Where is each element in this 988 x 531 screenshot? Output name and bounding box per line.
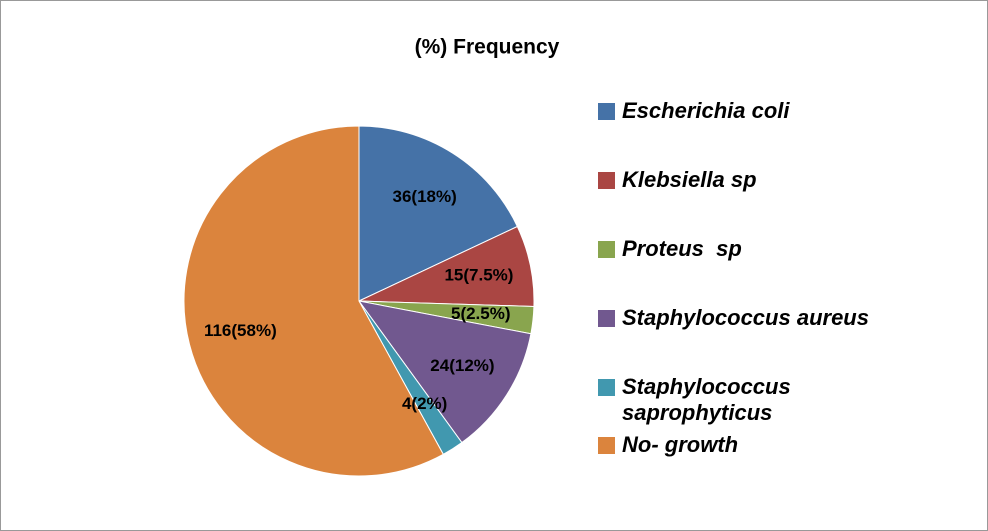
pie-slice: [357, 300, 532, 444]
legend-swatch: [598, 310, 615, 327]
data-label: 5(2.5%): [451, 304, 511, 323]
legend-item: No- growth: [598, 432, 928, 458]
legend-swatch: [598, 241, 615, 258]
pie-slice: [183, 125, 444, 477]
chart-title: (%) Frequency: [415, 36, 560, 59]
legend-item: Proteus sp: [598, 236, 928, 262]
legend-item: Klebsiella sp: [598, 167, 928, 193]
legend-swatch: [598, 437, 615, 454]
pie-slice: [358, 125, 519, 302]
legend-item: Escherichia coli: [598, 98, 928, 124]
data-label: 116(58%): [204, 321, 277, 340]
data-label: 4(2%): [402, 394, 447, 413]
legend-label: Proteus sp: [622, 236, 742, 261]
legend-swatch: [598, 379, 615, 396]
legend-item: Staphylococcus saprophyticus: [598, 374, 928, 426]
legend-swatch: [598, 172, 615, 189]
data-label: 36(18%): [393, 187, 457, 206]
legend-item: Staphylococcus aureus: [598, 305, 928, 331]
legend-label: Staphylococcus aureus: [622, 305, 869, 330]
legend-label: Staphylococcus saprophyticus: [622, 374, 797, 425]
legend-label: No- growth: [622, 432, 739, 457]
data-label: 15(7.5%): [444, 266, 513, 285]
data-label: 24(12%): [430, 356, 494, 375]
legend-label: Escherichia coli: [622, 98, 790, 123]
legend-label: Klebsiella sp: [622, 167, 757, 192]
legend-swatch: [598, 103, 615, 120]
